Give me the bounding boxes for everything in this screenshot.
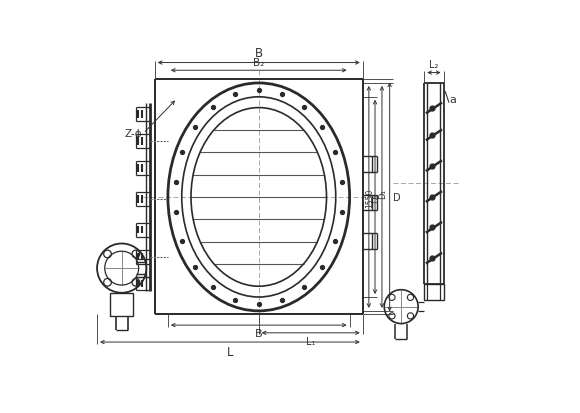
Text: L₁: L₁ <box>306 336 316 346</box>
Bar <box>110 293 133 316</box>
Text: 1550: 1550 <box>365 188 374 207</box>
Text: B: B <box>255 328 263 338</box>
Bar <box>425 284 444 301</box>
Text: D₂: D₂ <box>371 192 380 202</box>
Text: D: D <box>393 192 400 202</box>
Text: D₁: D₁ <box>378 189 387 199</box>
Text: B: B <box>255 47 263 59</box>
Text: L₂: L₂ <box>429 60 438 70</box>
Text: L: L <box>227 345 233 358</box>
Text: Z-ϕ: Z-ϕ <box>124 129 142 139</box>
Text: B₂: B₂ <box>253 58 264 68</box>
Text: a: a <box>450 95 456 104</box>
